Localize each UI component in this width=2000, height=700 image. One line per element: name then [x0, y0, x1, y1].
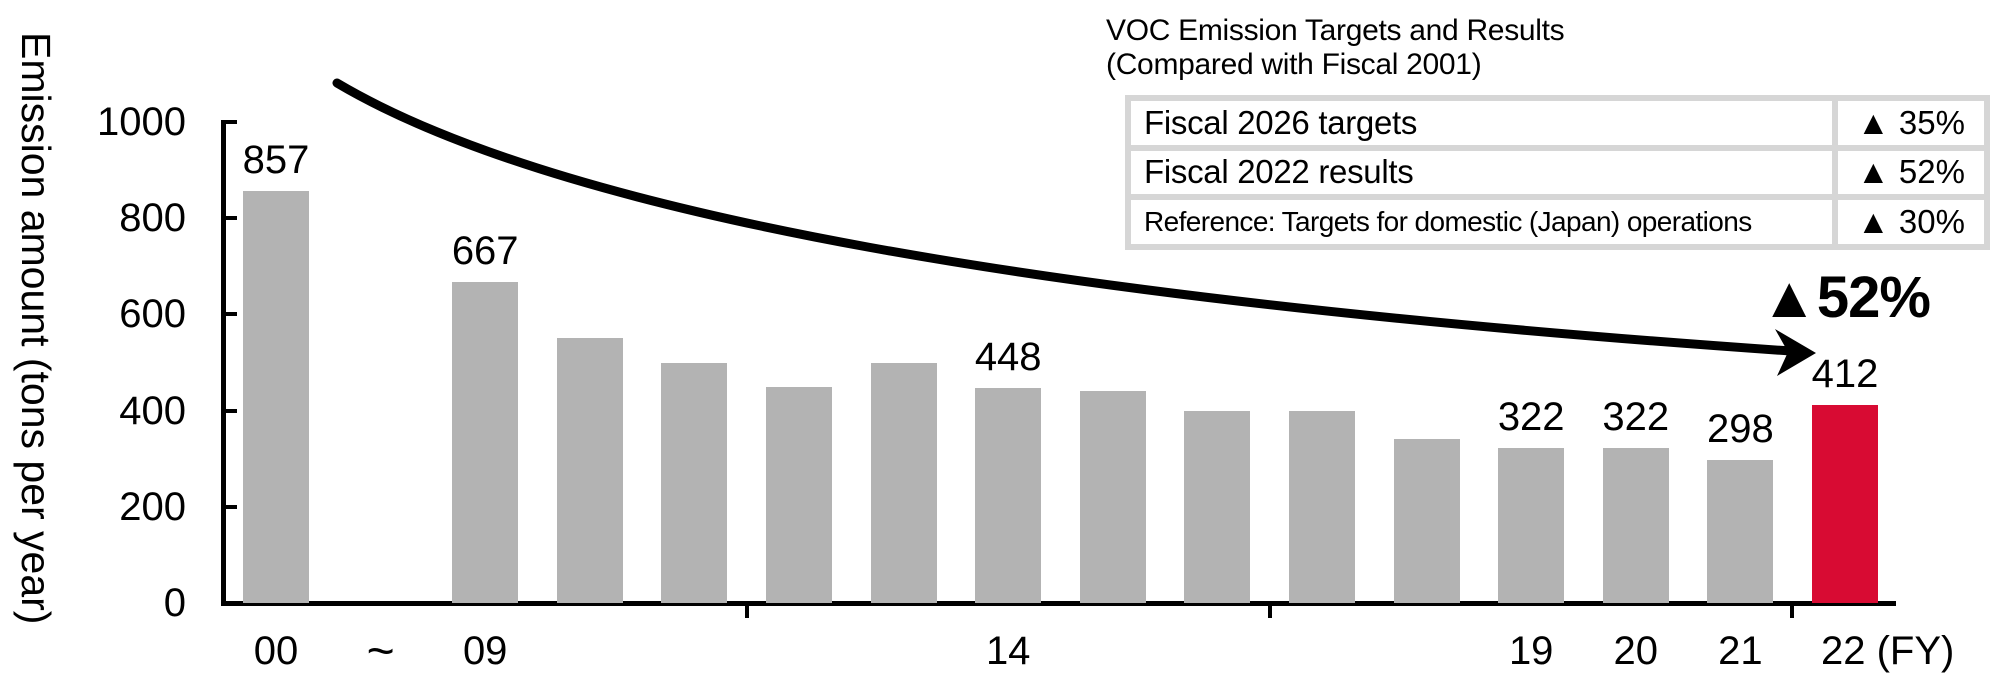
bar-value-label: 412: [1811, 351, 1879, 396]
y-tick-label: 600: [119, 292, 186, 337]
bar: [766, 386, 832, 603]
bar: [452, 282, 519, 603]
bar: [1079, 391, 1146, 603]
x-tick-label: 00: [253, 629, 299, 673]
bar: [556, 338, 623, 603]
y-tick-mark: [223, 408, 237, 413]
y-tick-mark: [223, 120, 237, 124]
y-axis-line: [221, 120, 226, 606]
bar: [870, 362, 937, 603]
y-tick-label: 400: [119, 388, 186, 433]
bar: [975, 387, 1042, 603]
y-tick-label: 0: [163, 581, 186, 625]
table-row-value: ▲ 52%: [1838, 150, 1984, 195]
x-tick-mark: [1268, 603, 1272, 618]
bar: [1812, 404, 1878, 603]
bar: [1602, 448, 1669, 603]
y-tick-mark: [223, 504, 237, 509]
bar-value-label: 448: [974, 334, 1042, 379]
x-gap-tilde-label: ~: [366, 625, 395, 678]
table-title-line2: (Compared with Fiscal 2001): [1106, 48, 1482, 81]
x-tick-label: 21: [1718, 629, 1763, 673]
y-tick-mark: [223, 216, 237, 221]
x-tick-mark: [1790, 603, 1794, 618]
bar: [661, 362, 728, 603]
x-tick-label: 20: [1613, 629, 1659, 673]
bar: [1498, 448, 1565, 603]
bar-value-label: 322: [1497, 395, 1565, 440]
bar: [1289, 410, 1355, 603]
bar-value-label: 857: [242, 137, 310, 182]
y-tick-label: 1000: [97, 100, 186, 144]
bar: [1393, 439, 1460, 603]
y-axis-title: Emission amount (tons per year): [13, 32, 59, 625]
table-row-label: Fiscal 2026 targets: [1131, 101, 1832, 145]
y-tick-label: 800: [119, 196, 186, 241]
targets-results-table: Fiscal 2026 targets ▲ 35% Fiscal 2022 re…: [1125, 95, 1990, 250]
bar-value-label: 298: [1707, 406, 1774, 451]
x-tick-label: 19: [1508, 629, 1554, 673]
y-tick-label: 200: [119, 484, 186, 529]
bar: [1184, 410, 1251, 603]
table-row-label-text: Reference: Targets for domestic (Japan) …: [1144, 206, 1752, 238]
x-tick-label: 09: [462, 629, 508, 673]
table-title: VOC Emission Targets and Results (Compar…: [1106, 14, 1565, 82]
bar: [1707, 459, 1774, 603]
bar-value-label: 322: [1602, 395, 1670, 440]
bar-value-label: 667: [451, 229, 519, 274]
table-title-line1: VOC Emission Targets and Results: [1106, 14, 1565, 47]
x-tick-mark: [745, 603, 749, 618]
x-tick-label: 14: [985, 629, 1031, 673]
x-axis-line: [221, 601, 1896, 606]
table-row-value: ▲ 35%: [1838, 101, 1984, 145]
x-tick-label: 22 (FY): [1821, 629, 1955, 673]
result-badge: ▲52%: [1760, 265, 1931, 330]
y-tick-mark: [223, 312, 237, 317]
bar: [243, 190, 309, 603]
table-row-value: ▲ 30%: [1838, 200, 1984, 244]
table-row-label: Fiscal 2022 results: [1131, 150, 1832, 195]
table-row-label: Reference: Targets for domestic (Japan) …: [1131, 200, 1832, 244]
